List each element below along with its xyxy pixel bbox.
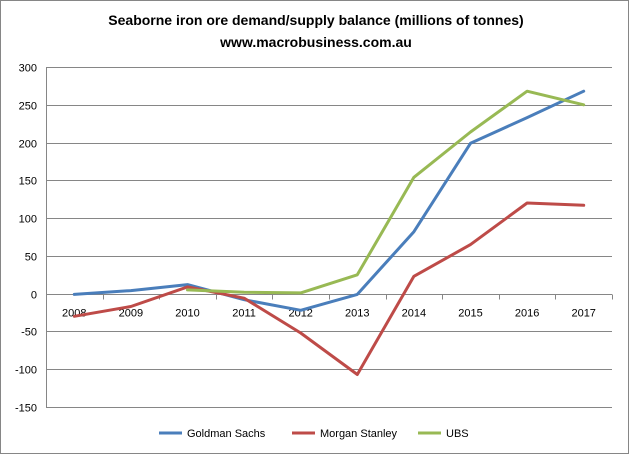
y-tick-label: -50 — [21, 327, 37, 339]
y-tick-label: 100 — [19, 214, 37, 226]
x-tick-label: 2017 — [571, 308, 595, 320]
series-line-goldman-sachs — [72, 89, 586, 312]
legend-label-goldman-sachs: Goldman Sachs — [187, 428, 266, 440]
x-tick-label: 2013 — [345, 308, 369, 320]
legend: Goldman Sachs Morgan Stanley UBS — [159, 428, 469, 440]
chart-title: Seaborne iron ore demand/supply balance … — [108, 12, 523, 28]
y-tick-label: 250 — [19, 101, 37, 113]
y-tick-label: -100 — [15, 365, 37, 377]
series-line-ubs — [186, 89, 586, 295]
x-tick-label: 2014 — [402, 308, 426, 320]
y-tick-label: -150 — [15, 403, 37, 415]
legend-label-morgan-stanley: Morgan Stanley — [320, 428, 398, 440]
x-tick-label: 2011 — [232, 308, 256, 320]
series-lines — [72, 89, 586, 376]
x-tick-label: 2015 — [458, 308, 482, 320]
legend-label-ubs: UBS — [446, 428, 469, 440]
x-tick-label: 2016 — [515, 308, 539, 320]
x-tick-label: 2009 — [119, 308, 143, 320]
y-axis: 300 250 200 150 100 50 0 -50 -100 -150 — [15, 63, 37, 415]
x-tick-label: 2010 — [175, 308, 199, 320]
y-tick-label: 300 — [19, 63, 37, 75]
series-line-morgan-stanley — [72, 201, 586, 376]
chart-subtitle: www.macrobusiness.com.au — [219, 34, 412, 50]
x-axis: 2008 2009 2010 2011 2012 2013 2014 2015 2016 2017 — [62, 308, 596, 320]
y-tick-label: 150 — [19, 176, 37, 188]
gridlines — [46, 67, 613, 408]
y-tick-label: 50 — [25, 252, 37, 264]
y-tick-label: 0 — [31, 290, 37, 302]
y-tick-label: 200 — [19, 139, 37, 151]
